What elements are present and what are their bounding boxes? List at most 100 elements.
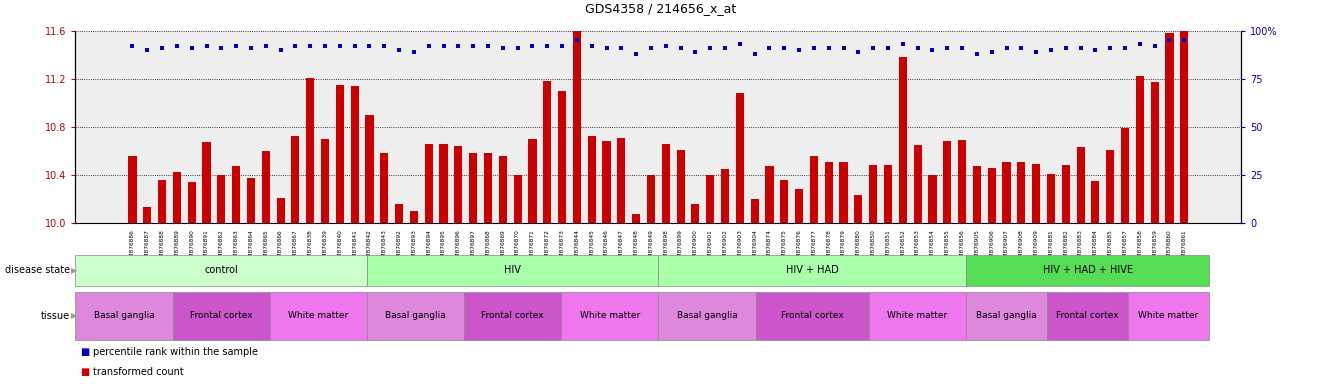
Text: Frontal cortex: Frontal cortex	[481, 311, 543, 320]
Bar	[646, 175, 654, 223]
Text: Basal ganglia: Basal ganglia	[94, 311, 155, 320]
Bar	[854, 195, 862, 223]
Point	[714, 45, 735, 51]
Point	[685, 49, 706, 55]
Point	[656, 43, 677, 49]
Point	[270, 47, 291, 53]
Text: White matter: White matter	[288, 311, 349, 320]
Text: control: control	[204, 265, 238, 275]
Text: Frontal cortex: Frontal cortex	[190, 311, 253, 320]
Bar	[603, 141, 611, 223]
Bar	[706, 175, 714, 223]
Point	[1026, 49, 1047, 55]
Point	[878, 45, 899, 51]
Bar	[617, 137, 625, 223]
Bar	[143, 207, 151, 223]
Bar	[795, 189, 804, 223]
Point	[477, 43, 498, 49]
Bar	[188, 182, 196, 223]
Bar	[543, 81, 551, 223]
Bar	[958, 140, 966, 223]
Text: Basal ganglia: Basal ganglia	[385, 311, 446, 320]
Bar	[810, 156, 818, 223]
Point	[952, 45, 973, 51]
Bar	[173, 172, 181, 223]
Text: HIV + HAD + HIVE: HIV + HAD + HIVE	[1043, 265, 1133, 275]
Point	[804, 45, 825, 51]
Point	[492, 45, 513, 51]
Text: transformed count: transformed count	[93, 367, 184, 377]
Point	[582, 43, 603, 49]
Bar	[691, 204, 699, 223]
Bar	[455, 146, 463, 223]
Bar	[291, 136, 300, 223]
Text: HIV + HAD: HIV + HAD	[785, 265, 838, 275]
Point	[1040, 47, 1062, 53]
Point	[448, 43, 469, 49]
Bar	[128, 156, 136, 223]
Bar	[262, 151, 270, 223]
Point	[1055, 45, 1076, 51]
Bar	[914, 145, 921, 223]
Point	[403, 49, 424, 55]
Bar	[307, 78, 315, 223]
Bar	[1017, 162, 1026, 223]
Bar	[1121, 128, 1129, 223]
Text: White matter: White matter	[887, 311, 948, 320]
Point	[167, 43, 188, 49]
Point	[329, 43, 350, 49]
Point	[551, 43, 572, 49]
Bar	[202, 142, 210, 223]
Point	[699, 45, 720, 51]
Point	[1129, 41, 1150, 47]
Point	[196, 43, 217, 49]
Point	[300, 43, 321, 49]
Text: White matter: White matter	[1138, 311, 1199, 320]
Point	[862, 45, 883, 51]
Text: HIV: HIV	[504, 265, 521, 275]
Point	[1085, 47, 1107, 53]
Bar	[484, 153, 492, 223]
Bar	[1107, 149, 1114, 223]
Point	[181, 45, 202, 51]
Point	[152, 45, 173, 51]
Bar	[780, 180, 788, 223]
Text: ▶: ▶	[71, 311, 78, 320]
Bar	[469, 153, 477, 223]
Bar	[247, 178, 255, 223]
Point	[744, 51, 765, 57]
Text: Frontal cortex: Frontal cortex	[1056, 311, 1118, 320]
Point	[670, 45, 691, 51]
Bar	[751, 199, 759, 223]
Text: tissue: tissue	[41, 311, 70, 321]
Text: percentile rank within the sample: percentile rank within the sample	[93, 347, 258, 357]
Bar	[765, 166, 773, 223]
Text: White matter: White matter	[579, 311, 640, 320]
Point	[1174, 37, 1195, 43]
Point	[1100, 45, 1121, 51]
Point	[1159, 37, 1181, 43]
Point	[566, 37, 587, 43]
Bar	[439, 144, 448, 223]
Point	[418, 43, 439, 49]
Bar	[720, 169, 730, 223]
Point	[315, 43, 336, 49]
Point	[1011, 45, 1032, 51]
Bar	[498, 156, 506, 223]
Text: ■: ■	[81, 347, 89, 357]
Bar	[928, 175, 936, 223]
Point	[122, 43, 143, 49]
Bar	[365, 115, 374, 223]
Point	[344, 43, 365, 49]
Bar	[662, 144, 670, 223]
Point	[374, 43, 395, 49]
Point	[255, 43, 276, 49]
Point	[966, 51, 988, 57]
Point	[640, 45, 661, 51]
Text: GDS4358 / 214656_x_at: GDS4358 / 214656_x_at	[586, 2, 736, 15]
Point	[537, 43, 558, 49]
Bar	[276, 197, 284, 223]
Bar	[973, 166, 981, 223]
Point	[1114, 45, 1136, 51]
Bar	[513, 175, 522, 223]
